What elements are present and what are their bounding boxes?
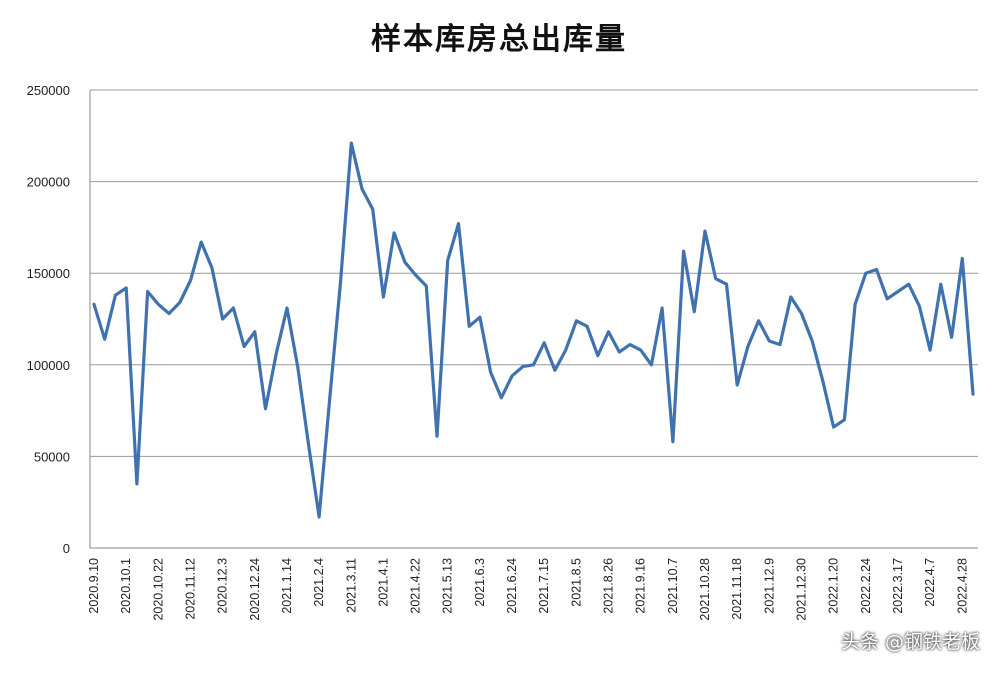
x-tick-label: 2021.6.3 <box>473 558 487 607</box>
x-tick-label: 2022.2.24 <box>859 558 873 614</box>
x-tick-label: 2021.4.22 <box>409 558 423 614</box>
x-tick-label: 2021.12.30 <box>795 558 809 621</box>
x-tick-label: 2020.10.1 <box>119 558 133 614</box>
x-tick-label: 2020.11.12 <box>184 558 198 620</box>
y-tick-label: 0 <box>63 541 70 556</box>
x-tick-label: 2021.6.24 <box>505 558 519 614</box>
y-tick-label: 100000 <box>27 358 70 373</box>
y-tick-label: 50000 <box>34 449 70 464</box>
x-tick-label: 2021.2.4 <box>312 558 326 607</box>
x-tick-label: 2021.11.18 <box>730 558 744 620</box>
x-tick-label: 2020.12.3 <box>216 558 230 614</box>
y-tick-label: 150000 <box>27 266 70 281</box>
x-tick-label: 2021.10.28 <box>698 558 712 621</box>
x-tick-label: 2021.8.5 <box>569 558 583 607</box>
watermark-text: 头条 @钢铁老板 <box>840 631 980 653</box>
x-tick-label: 2021.12.9 <box>762 558 776 614</box>
x-tick-label: 2021.8.26 <box>602 558 616 614</box>
x-tick-label: 2020.10.22 <box>151 558 165 621</box>
x-tick-label: 2021.7.15 <box>537 558 551 614</box>
y-tick-label: 250000 <box>27 83 70 98</box>
x-tick-label: 2022.4.28 <box>955 558 969 614</box>
x-tick-label: 2021.4.1 <box>376 558 390 607</box>
x-tick-label: 2021.5.13 <box>441 558 455 614</box>
y-tick-label: 200000 <box>27 175 70 190</box>
series-line <box>92 141 975 519</box>
x-tick-label: 2020.9.10 <box>87 558 101 614</box>
axes <box>89 90 978 549</box>
y-axis-ticks: 0 50000 100000 150000 200000 250000 <box>27 83 70 556</box>
chart-title: 样本库房总出库量 <box>371 22 627 57</box>
x-axis-ticks: 2020.9.10 2020.10.1 2020.10.22 2020.11.12 20… <box>87 558 969 621</box>
x-tick-label: 2022.3.17 <box>891 558 905 614</box>
series-layer <box>92 141 975 519</box>
x-tick-label: 2021.10.7 <box>666 558 680 614</box>
x-tick-label: 2021.3.11 <box>344 558 358 613</box>
x-tick-label: 2020.12.24 <box>248 558 262 621</box>
x-tick-label: 2022.4.7 <box>923 558 937 607</box>
x-tick-label: 2022.1.20 <box>827 558 841 614</box>
x-tick-label: 2021.9.16 <box>634 558 648 614</box>
x-tick-label: 2021.1.14 <box>280 558 294 614</box>
